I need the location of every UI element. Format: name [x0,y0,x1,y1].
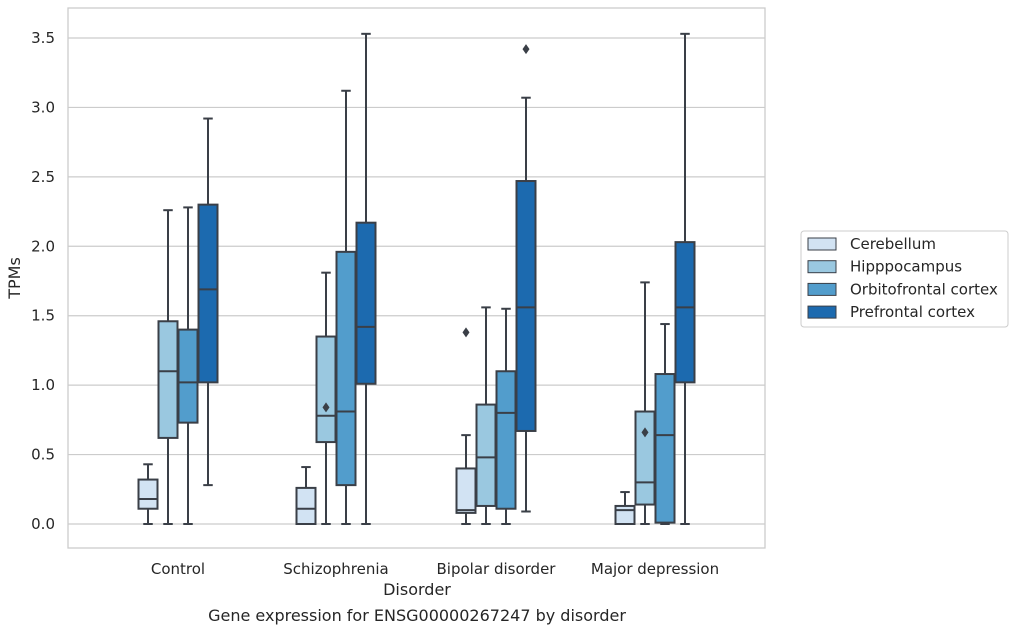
iqr-box [315,335,337,444]
iqr-box [335,250,357,487]
iqr-box [614,504,636,526]
iqr-box [515,180,537,432]
y-tick-label: 1.5 [31,307,55,325]
y-tick-label: 2.5 [31,168,55,186]
box-group [157,209,179,525]
box-group [197,117,219,487]
plot-boxes [137,32,696,526]
box-group [674,32,696,525]
x-tick-label: Major depression [591,560,719,578]
iqr-box [177,328,199,424]
y-tick-label: 0.5 [31,446,55,464]
box-group [335,89,357,525]
iqr-box [295,486,317,526]
y-tick-label: 0.0 [31,515,55,533]
box-group [634,281,656,525]
outlier-marker [641,427,649,438]
box-group [614,491,636,526]
y-tick-label: 2.0 [31,237,55,255]
legend-frame [800,230,1009,328]
outlier-marker [522,44,530,55]
iqr-box [157,320,179,439]
box-group [315,271,337,525]
x-tick-label: Schizophrenia [283,560,388,578]
box-group [137,463,159,525]
y-tick-label: 3.0 [31,98,55,116]
legend-label: Hipppocampus [850,258,962,276]
legend: Cerebellum Hipppocampus Orbitofrontal cort… [800,230,1009,328]
x-tick-labels: Control Schizophrenia Bipolar disorder Majo… [151,560,719,578]
outlier-marker [462,327,470,338]
outlier-marker [322,402,330,413]
iqr-box [455,467,477,514]
box-group [177,206,199,525]
y-tick-label: 3.5 [31,29,55,47]
iqr-box [197,203,219,384]
iqr-box [674,241,696,384]
box-group [475,306,497,525]
legend-swatch [807,237,837,251]
legend-swatch [807,260,837,274]
iqr-box [634,410,656,506]
box-group [515,44,537,513]
legend-label: Cerebellum [850,235,936,253]
iqr-box [654,373,676,524]
legend-swatch [807,282,837,296]
iqr-box [495,370,517,510]
x-tick-label: Bipolar disorder [437,560,557,578]
box-group [295,466,317,526]
y-tick-labels: 0.0 0.5 1.0 1.5 2.0 2.5 3.0 3.5 [31,29,55,533]
iqr-box [355,221,377,385]
x-axis-title: Disorder [383,580,451,599]
y-axis-title: TPMs [5,257,24,300]
chart-caption: Gene expression for ENSG00000267247 by d… [208,606,626,625]
iqr-box [475,403,497,507]
iqr-box [137,478,159,510]
box-group [355,32,377,525]
legend-label: Prefrontal cortex [850,303,975,321]
plot-frame [67,7,766,549]
box-group [495,307,517,525]
legend-swatch [807,305,837,319]
y-tick-label: 1.0 [31,376,55,394]
box-group [455,327,477,525]
legend-label: Orbitofrontal cortex [850,280,998,298]
box-group [654,323,676,525]
x-tick-label: Control [151,560,205,578]
